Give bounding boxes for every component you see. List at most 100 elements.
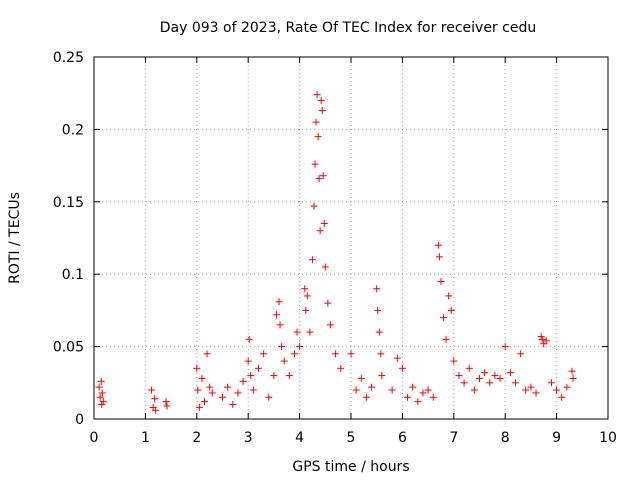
data-point bbox=[272, 311, 280, 319]
data-point bbox=[332, 350, 340, 358]
data-point bbox=[547, 379, 555, 387]
data-point bbox=[375, 328, 383, 336]
data-point bbox=[275, 298, 283, 306]
y-tick-label: 0.15 bbox=[53, 195, 84, 211]
data-point bbox=[429, 393, 437, 401]
data-point bbox=[320, 220, 328, 228]
data-point bbox=[326, 321, 334, 329]
data-point bbox=[265, 393, 273, 401]
data-point bbox=[239, 377, 247, 385]
data-point bbox=[352, 386, 360, 394]
data-point bbox=[476, 374, 483, 382]
data-point bbox=[315, 175, 323, 183]
data-point bbox=[280, 357, 288, 365]
data-point bbox=[234, 389, 242, 397]
data-point bbox=[95, 383, 103, 391]
data-point bbox=[314, 133, 322, 141]
data-point bbox=[219, 393, 226, 401]
data-point bbox=[445, 292, 453, 300]
data-point bbox=[542, 337, 550, 345]
data-point bbox=[568, 367, 576, 375]
x-axis-ticks: 0 1 2 3 4 5 6 7 8 9 10 bbox=[90, 57, 617, 446]
y-tick-label: 0 bbox=[75, 412, 84, 428]
data-point bbox=[558, 393, 566, 401]
data-point bbox=[450, 357, 458, 365]
data-point bbox=[419, 389, 427, 397]
x-tick-label: 6 bbox=[398, 430, 407, 446]
data-point bbox=[306, 328, 314, 336]
data-points bbox=[95, 91, 577, 414]
data-point bbox=[195, 403, 203, 411]
y-tick-label: 0.1 bbox=[62, 267, 84, 283]
data-point bbox=[312, 118, 320, 126]
x-tick-label: 9 bbox=[552, 430, 561, 446]
data-point bbox=[290, 350, 298, 358]
data-point bbox=[486, 379, 494, 387]
x-tick-label: 4 bbox=[295, 430, 304, 446]
data-point bbox=[378, 372, 386, 380]
data-point bbox=[393, 354, 401, 362]
data-point bbox=[162, 398, 170, 406]
data-point bbox=[442, 335, 450, 343]
y-tick-label: 0.05 bbox=[53, 340, 84, 356]
data-point bbox=[460, 379, 468, 387]
data-point bbox=[537, 332, 545, 340]
data-point bbox=[276, 321, 284, 329]
data-point bbox=[254, 364, 262, 372]
data-point bbox=[424, 386, 432, 394]
data-point bbox=[249, 386, 257, 394]
data-point bbox=[409, 383, 417, 391]
data-point bbox=[224, 383, 232, 391]
data-point bbox=[377, 350, 385, 358]
data-point bbox=[506, 369, 514, 377]
data-point bbox=[496, 374, 504, 382]
data-point bbox=[373, 285, 381, 293]
data-point bbox=[517, 350, 525, 358]
data-point bbox=[470, 386, 478, 394]
data-point bbox=[455, 372, 463, 380]
data-point bbox=[97, 377, 105, 385]
data-point bbox=[260, 350, 268, 358]
data-point bbox=[563, 383, 571, 391]
x-tick-label: 0 bbox=[90, 430, 99, 446]
x-tick-label: 3 bbox=[244, 430, 253, 446]
data-point bbox=[501, 343, 509, 351]
y-tick-label: 0.25 bbox=[53, 50, 84, 66]
x-tick-label: 10 bbox=[599, 430, 617, 446]
data-point bbox=[201, 398, 209, 406]
data-point bbox=[414, 398, 422, 406]
data-point bbox=[318, 107, 326, 115]
data-point bbox=[368, 383, 376, 391]
data-point bbox=[247, 372, 255, 380]
data-point bbox=[447, 306, 455, 314]
data-point bbox=[310, 202, 318, 210]
data-point bbox=[163, 402, 171, 410]
data-point bbox=[270, 372, 278, 380]
data-point bbox=[440, 314, 448, 322]
data-point bbox=[532, 389, 540, 397]
data-point bbox=[347, 350, 355, 358]
data-point bbox=[522, 386, 530, 394]
data-point bbox=[398, 364, 406, 372]
data-point bbox=[337, 364, 345, 372]
x-tick-label: 2 bbox=[192, 430, 201, 446]
x-tick-label: 5 bbox=[347, 430, 356, 446]
data-point bbox=[465, 364, 473, 372]
data-point bbox=[99, 398, 107, 406]
data-point bbox=[98, 401, 106, 409]
data-point bbox=[481, 369, 489, 377]
data-point bbox=[198, 374, 206, 382]
x-axis-label: GPS time / hours bbox=[292, 459, 409, 475]
data-point bbox=[362, 393, 370, 401]
data-point bbox=[491, 372, 499, 380]
x-tick-label: 1 bbox=[141, 430, 150, 446]
data-point bbox=[148, 386, 156, 394]
data-point bbox=[321, 263, 329, 271]
data-point bbox=[152, 406, 160, 414]
grid bbox=[94, 57, 608, 419]
data-point bbox=[313, 91, 321, 99]
data-point bbox=[301, 285, 309, 293]
y-axis-ticks: 0 0.05 0.1 0.15 0.2 0.25 bbox=[53, 50, 608, 428]
data-point bbox=[434, 241, 442, 249]
